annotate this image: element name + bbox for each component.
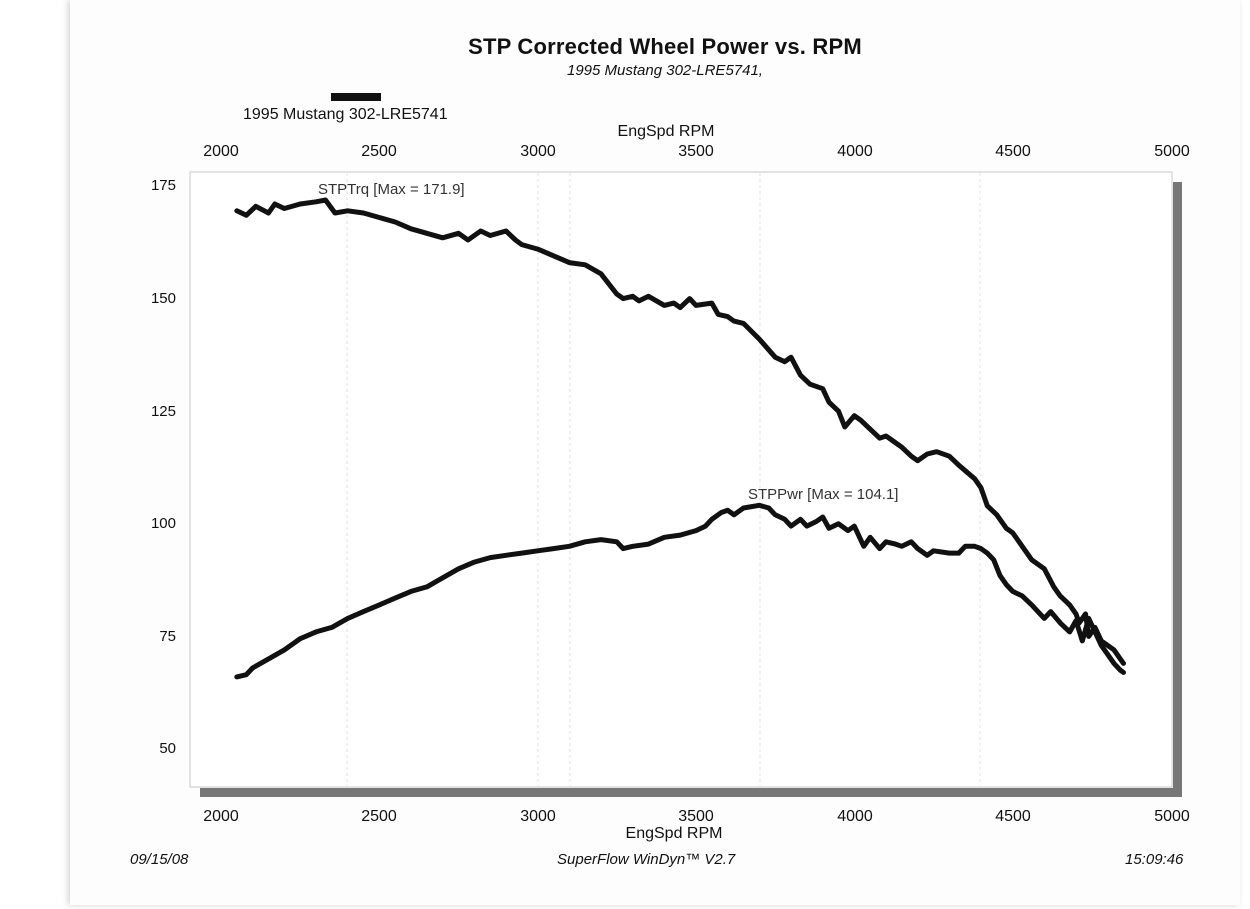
x-tick-bottom: 2500	[361, 808, 397, 825]
y-tick: 100	[150, 515, 176, 532]
power-max-annotation: STPPwr [Max = 104.1]	[748, 486, 899, 503]
x-tick-top: 3000	[520, 143, 556, 160]
series-line-stppwr	[234, 502, 1126, 680]
y-tick: 125	[150, 403, 176, 420]
x-tick-bottom: 4500	[995, 808, 1031, 825]
torque-max-annotation: STPTrq [Max = 171.9]	[318, 181, 465, 198]
x-tick-bottom: 2000	[203, 808, 239, 825]
x-axis-title-top: EngSpd RPM	[617, 123, 715, 140]
x-tick-top: 3500	[678, 143, 714, 160]
legend-label: 1995 Mustang 302-LRE5741	[243, 106, 448, 123]
x-tick-bottom: 3500	[678, 808, 714, 825]
footer-date: 09/15/08	[130, 851, 189, 868]
x-tick-top: 5000	[1154, 143, 1190, 160]
x-tick-top: 4500	[995, 143, 1031, 160]
x-tick-bottom: 3000	[520, 808, 556, 825]
footer-time: 15:09:46	[1125, 851, 1184, 868]
plot-shadow-bottom	[200, 788, 1182, 797]
x-tick-top: 4000	[837, 143, 873, 160]
chart-title: STP Corrected Wheel Power vs. RPM	[468, 34, 862, 59]
x-tick-top: 2000	[203, 143, 239, 160]
x-tick-top: 2500	[361, 143, 397, 160]
chart-subtitle: 1995 Mustang 302-LRE5741,	[567, 62, 763, 79]
y-tick: 50	[159, 740, 176, 757]
series-line-stptrq	[234, 197, 1126, 666]
x-axis-title-bottom: EngSpd RPM	[625, 825, 723, 842]
y-tick: 150	[150, 290, 176, 307]
y-tick: 175	[150, 177, 176, 194]
y-tick: 75	[159, 628, 176, 645]
plot-frame	[189, 171, 1173, 788]
x-tick-bottom: 5000	[1154, 808, 1190, 825]
plot-shadow-right	[1173, 182, 1182, 797]
footer-software: SuperFlow WinDyn™ V2.7	[557, 851, 736, 868]
legend-swatch	[331, 93, 381, 101]
x-tick-bottom: 4000	[837, 808, 873, 825]
